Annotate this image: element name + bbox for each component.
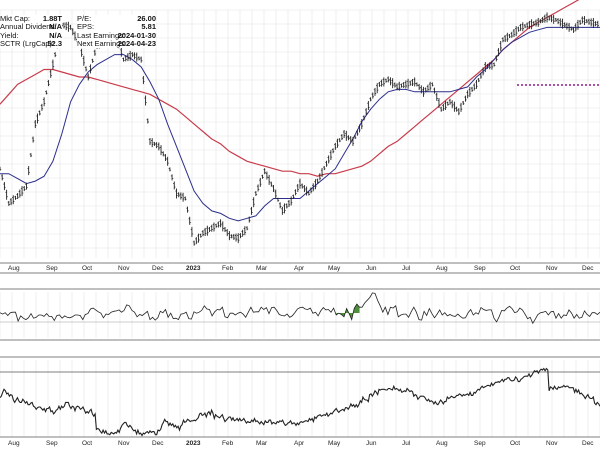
x-tick-label: Oct bbox=[510, 265, 520, 272]
x-tick-label: Nov bbox=[546, 440, 558, 447]
x-tick-label: 2023 bbox=[186, 440, 201, 447]
stat-value: 26.00 bbox=[137, 14, 156, 23]
stat-row: Next Earnings: 2024-04-23 bbox=[77, 38, 156, 48]
stats-panel-left: Mkt Cap: 1.88T Annual Dividend: N/A Yield:… bbox=[0, 14, 62, 49]
x-tick-label: Dec bbox=[152, 440, 164, 447]
x-tick-label: Jul bbox=[402, 265, 411, 272]
stat-label: Annual Dividend: bbox=[0, 22, 57, 32]
stat-label: P/E: bbox=[77, 14, 92, 23]
x-tick-label: Sep bbox=[46, 440, 58, 447]
stat-value: N/A bbox=[49, 22, 62, 32]
x-tick-label: Jul bbox=[402, 440, 411, 447]
stat-label: Next Earnings: bbox=[77, 38, 127, 48]
x-tick-label: Sep bbox=[46, 265, 58, 272]
x-tick-label: Dec bbox=[582, 440, 594, 447]
relative-strength-line bbox=[0, 367, 600, 437]
x-tick-label: Nov bbox=[118, 265, 130, 272]
stat-value: N/A bbox=[49, 30, 62, 40]
stat-row: Yield: N/A bbox=[0, 30, 62, 40]
stat-value: 5.81 bbox=[141, 22, 156, 32]
x-axis-labels: Aug Sep Oct Nov Dec 2023 Feb Mar Apr May Jun Jul Aug… bbox=[8, 265, 594, 447]
x-tick-label: Dec bbox=[582, 265, 594, 272]
stat-row: P/E: 26.00 bbox=[77, 14, 156, 23]
x-tick-label: Aug bbox=[8, 440, 20, 447]
stat-row: Last Earnings: 2024-01-30 bbox=[77, 30, 156, 40]
x-tick-label: Oct bbox=[82, 265, 92, 272]
ratio-line bbox=[0, 292, 600, 325]
short-moving-average bbox=[0, 26, 600, 222]
x-tick-label: Jun bbox=[366, 440, 377, 447]
x-tick-label: Oct bbox=[510, 440, 520, 447]
x-tick-label: Oct bbox=[82, 440, 92, 447]
x-tick-label: Mar bbox=[256, 440, 268, 447]
x-tick-label: Apr bbox=[294, 440, 305, 447]
stat-value: 2024-01-30 bbox=[117, 30, 156, 40]
x-tick-label: May bbox=[328, 440, 341, 447]
stat-row: SCTR (LrgCap): 52.3 bbox=[0, 38, 62, 48]
stat-label: Yield: bbox=[0, 30, 19, 40]
grid bbox=[0, 9, 600, 437]
x-tick-label: Nov bbox=[546, 265, 558, 272]
x-tick-label: Nov bbox=[118, 440, 130, 447]
x-tick-label: Aug bbox=[436, 265, 448, 272]
stat-label: SCTR (LrgCap): bbox=[0, 38, 55, 48]
panel-frames bbox=[0, 262, 600, 438]
x-tick-label: Jun bbox=[366, 265, 377, 272]
x-tick-label: Sep bbox=[474, 440, 486, 447]
stat-value: 1.88T bbox=[42, 14, 62, 23]
stat-label: Mkt Cap: bbox=[0, 14, 31, 23]
x-tick-label: Aug bbox=[8, 265, 20, 272]
stats-panel-right: P/E: 26.00 EPS: 5.81 Last Earnings: 2024-01… bbox=[77, 14, 156, 49]
stat-row: Annual Dividend: N/A bbox=[0, 22, 62, 32]
relative-line bbox=[0, 367, 600, 437]
x-tick-label: Apr bbox=[294, 265, 305, 272]
ratio-indicator bbox=[0, 292, 600, 325]
stat-value: 2024-04-23 bbox=[117, 38, 156, 48]
x-tick-label: Sep bbox=[474, 265, 486, 272]
stat-label: EPS: bbox=[77, 22, 95, 32]
stat-row: Mkt Cap: 1.88T bbox=[0, 14, 62, 23]
short-ma-line bbox=[0, 26, 600, 222]
x-tick-label: May bbox=[328, 265, 341, 272]
stat-row: EPS: 5.81 bbox=[77, 22, 156, 32]
x-tick-label: Feb bbox=[222, 265, 234, 272]
x-tick-label: Aug bbox=[436, 440, 448, 447]
x-tick-label: 2023 bbox=[186, 265, 201, 272]
x-tick-label: Feb bbox=[222, 440, 234, 447]
x-tick-label: Mar bbox=[256, 265, 268, 272]
stat-value: 52.3 bbox=[47, 38, 62, 48]
stat-label: Last Earnings: bbox=[77, 30, 125, 40]
x-tick-label: Dec bbox=[152, 265, 164, 272]
